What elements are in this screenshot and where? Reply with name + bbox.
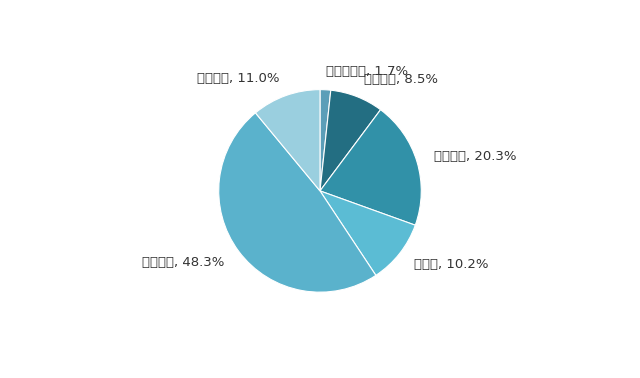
Wedge shape [255, 90, 320, 191]
Text: わからない, 1.7%: わからない, 1.7% [326, 65, 408, 78]
Wedge shape [320, 90, 381, 191]
Text: 少しある, 48.3%: 少しある, 48.3% [141, 256, 224, 268]
Text: 全くない, 11.0%: 全くない, 11.0% [197, 72, 280, 85]
Wedge shape [219, 113, 376, 292]
Wedge shape [320, 191, 415, 275]
Text: ほとんど, 8.5%: ほとんど, 8.5% [364, 73, 438, 86]
Wedge shape [320, 90, 331, 191]
Wedge shape [320, 110, 421, 225]
Text: 半分位, 10.2%: 半分位, 10.2% [414, 258, 488, 271]
Text: 多くある, 20.3%: 多くある, 20.3% [435, 150, 517, 163]
